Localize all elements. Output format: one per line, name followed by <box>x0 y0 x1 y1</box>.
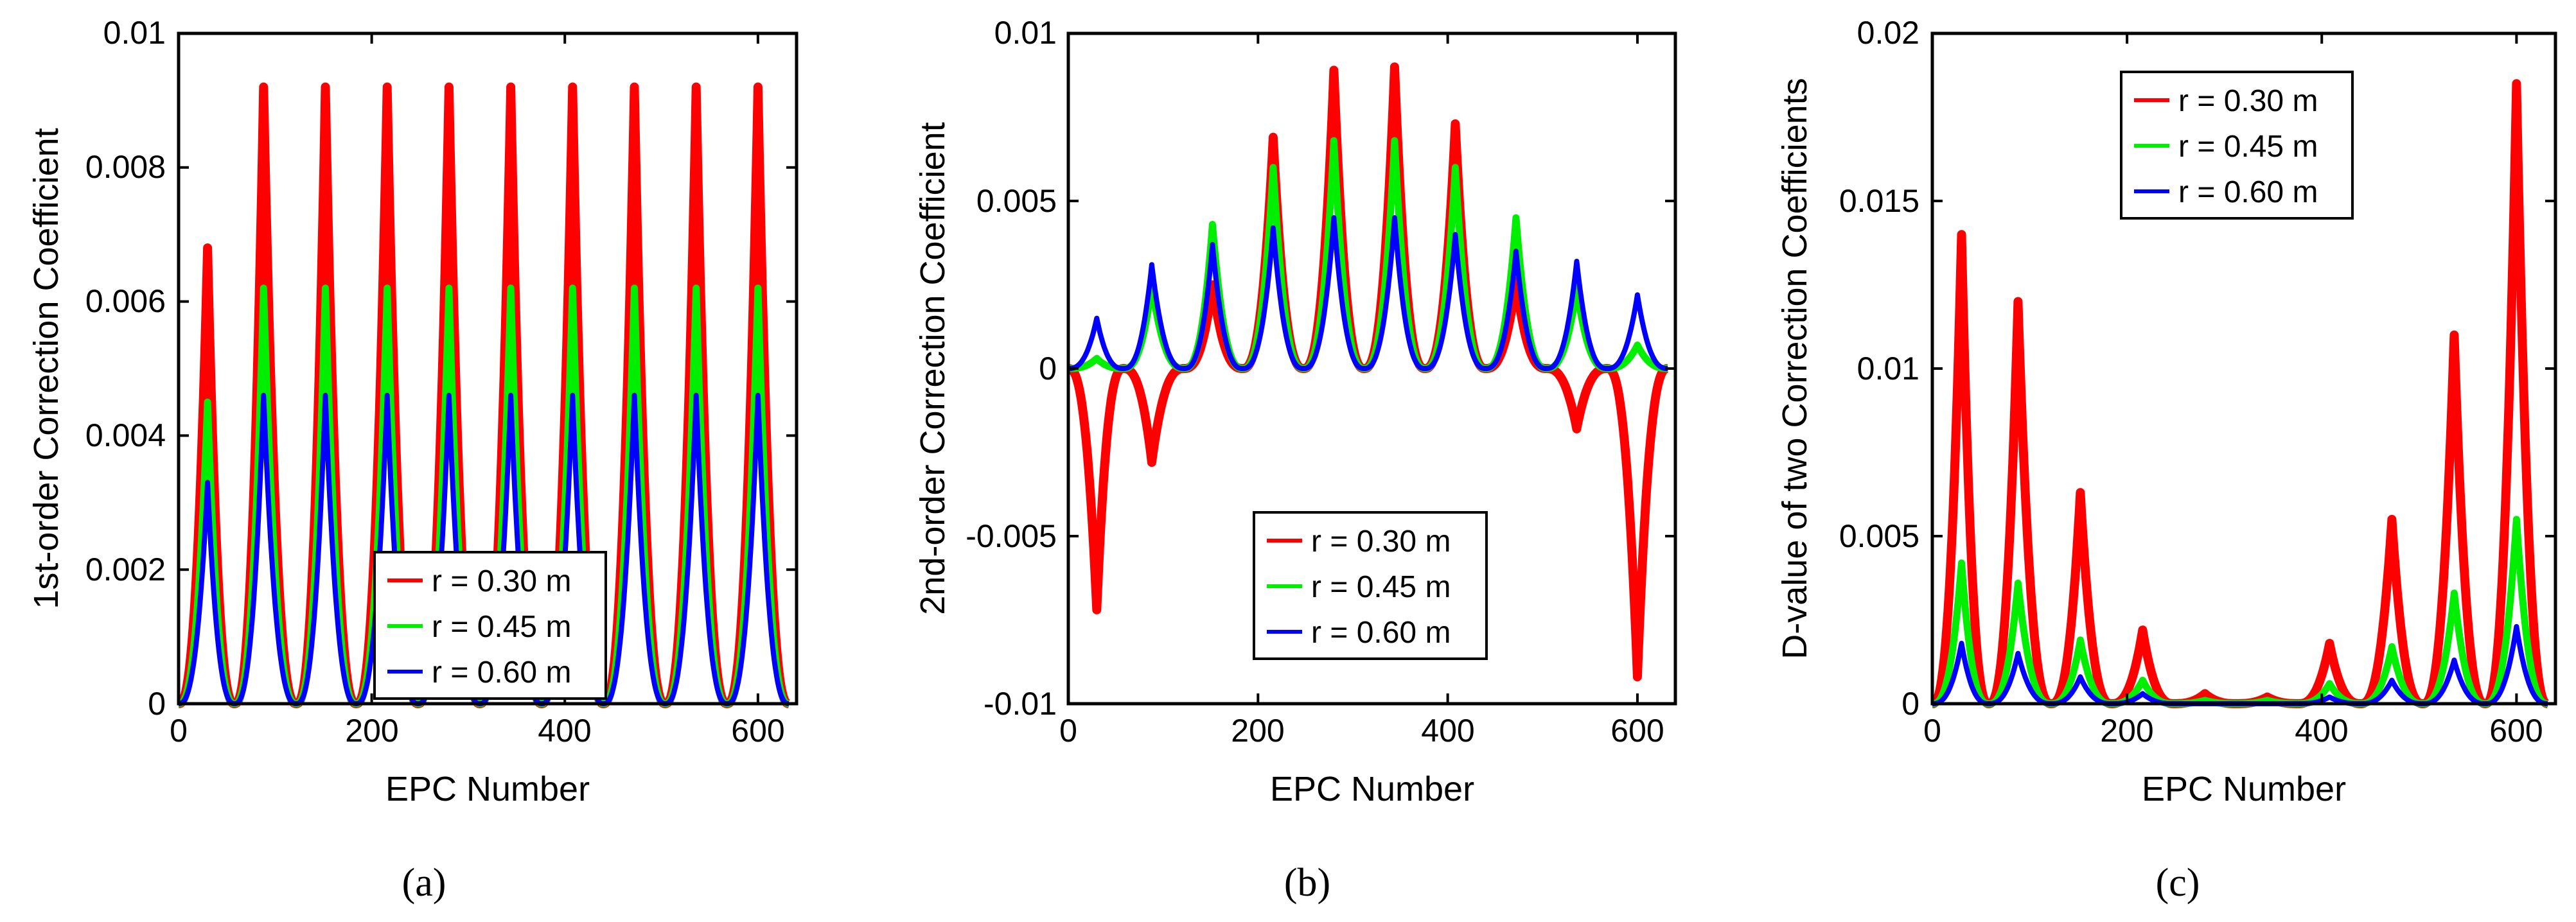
panel-b-legend-label: r = 0.30 m <box>1311 525 1451 559</box>
panel-c-ytick-label: 0.005 <box>1839 518 1919 554</box>
panel-a-ylabel: 1st-order Correction Coefficient <box>27 128 66 609</box>
panel-b-legend-label: r = 0.45 m <box>1311 570 1451 604</box>
panel-b-ytick-label: 0 <box>1039 351 1057 387</box>
panel-a-xtick-label: 600 <box>731 713 784 749</box>
panel-b-subcaption: (b) <box>1284 861 1330 905</box>
panel-c-subcaption: (c) <box>2156 861 2200 905</box>
panel-a-ytick-label: 0.002 <box>85 552 166 587</box>
panel-c-ticks <box>1931 32 2555 705</box>
panel-c-xtick-label: 200 <box>2100 713 2153 749</box>
panel-b-ytick-label: 0.005 <box>976 183 1057 219</box>
panel-b-legend-label: r = 0.60 m <box>1311 616 1451 650</box>
panel-a-ytick-label: 0.008 <box>85 149 166 185</box>
panel-b-xtick-label: 400 <box>1421 713 1474 749</box>
panel-c-legend-label: r = 0.60 m <box>2178 175 2318 209</box>
panel-c-xtick-label: 0 <box>1923 713 1941 749</box>
panel-a-ytick-label: 0.006 <box>85 283 166 319</box>
panel-b-xtick-label: 200 <box>1231 713 1284 749</box>
panel-b-series-r-0-45-m <box>1066 137 1670 372</box>
panel-a-legend-label: r = 0.45 m <box>432 610 571 644</box>
panel-c-legend-label: r = 0.30 m <box>2178 84 2318 118</box>
panel-b-legend: r = 0.30 m r = 0.45 m r = 0.60 m <box>1253 511 1488 660</box>
panel-b-ticks <box>1067 32 1675 705</box>
panel-a-subcaption: (a) <box>402 861 446 905</box>
panel-b-xlabel: EPC Number <box>1270 770 1474 808</box>
panel-a-xtick-label: 400 <box>538 713 591 749</box>
panel-c-legend: r = 0.30 m r = 0.45 m r = 0.60 m <box>2120 71 2354 220</box>
panel-b-ytick-label: -0.01 <box>984 686 1057 722</box>
panel-c-ytick-label: 0 <box>1901 686 1919 722</box>
panel-b-ytick-label: 0.01 <box>994 15 1057 51</box>
panel-b-xtick-label: 600 <box>1610 713 1664 749</box>
panel-a: 0 0.002 0.004 0.006 0.008 0.01 0 200 400… <box>27 15 798 905</box>
panel-c-ylabel: D-value of two Correction Coefficients <box>1776 78 1814 659</box>
panel-a-ticks <box>177 32 797 705</box>
panel-c-xtick-label: 600 <box>2489 713 2543 749</box>
panel-a-ytick-label: 0 <box>148 686 166 722</box>
panel-c: 0 0.005 0.01 0.015 0.02 0 200 400 600 EP… <box>1776 15 2557 905</box>
panel-a-legend: r = 0.30 m r = 0.45 m r = 0.60 m <box>373 551 607 700</box>
panel-a-axes-box <box>177 31 798 706</box>
panel-c-ytick-label: 0.02 <box>1857 15 1919 51</box>
panel-c-ytick-label: 0.01 <box>1857 351 1919 387</box>
panel-b-series <box>1064 62 1672 682</box>
panel-a-ytick-label: 0.004 <box>85 417 166 453</box>
panel-b-ytick-label: -0.005 <box>966 518 1057 554</box>
panel-b: -0.01 -0.005 0 0.005 0.01 0 200 400 600 … <box>913 15 1677 905</box>
panel-a-legend-label: r = 0.60 m <box>432 656 571 690</box>
panel-b-series-r-0-60-m <box>1066 215 1670 371</box>
panel-c-xtick-label: 400 <box>2295 713 2348 749</box>
panel-b-ylabel: 2nd-order Correction Coefficient <box>913 122 952 614</box>
panel-a-ytick-label: 0.01 <box>103 15 166 51</box>
panel-c-ytick-label: 0.015 <box>1839 183 1919 219</box>
panel-a-legend-label: r = 0.30 m <box>432 564 571 598</box>
panel-a-xlabel: EPC Number <box>385 770 590 808</box>
panel-b-xtick-label: 0 <box>1059 713 1077 749</box>
panel-a-xtick-label: 0 <box>170 713 188 749</box>
panel-c-legend-label: r = 0.45 m <box>2178 130 2318 164</box>
panel-c-xlabel: EPC Number <box>2142 770 2346 808</box>
panel-a-xtick-label: 200 <box>345 713 398 749</box>
